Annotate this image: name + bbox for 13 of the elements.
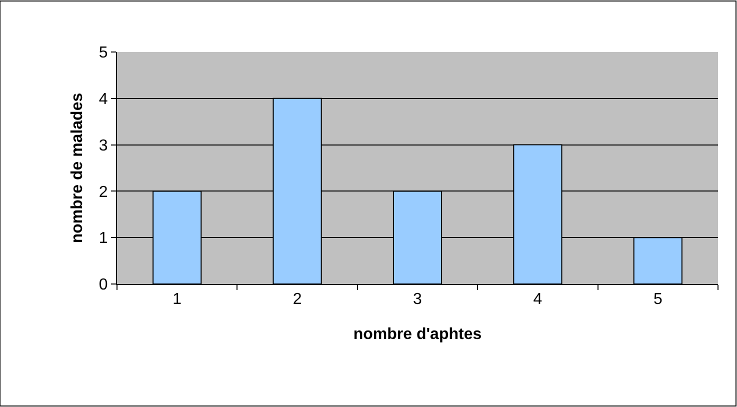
y-axis-title: nombre de malades — [68, 92, 86, 244]
x-tick-label: 1 — [172, 291, 182, 308]
x-axis-title: nombre d'aphtes — [353, 326, 482, 343]
x-tick-label: 4 — [533, 291, 542, 308]
y-tick-label: 3 — [98, 137, 108, 154]
y-tick-label: 4 — [98, 91, 108, 108]
y-tick-label: 0 — [98, 276, 108, 294]
x-tick-label: 5 — [653, 291, 662, 308]
x-tick-label: 3 — [413, 291, 422, 308]
y-tick-label: 5 — [98, 44, 108, 62]
y-tick-label: 2 — [98, 184, 108, 201]
y-tick-label: 1 — [98, 230, 108, 248]
x-tick-label: 2 — [292, 291, 302, 308]
